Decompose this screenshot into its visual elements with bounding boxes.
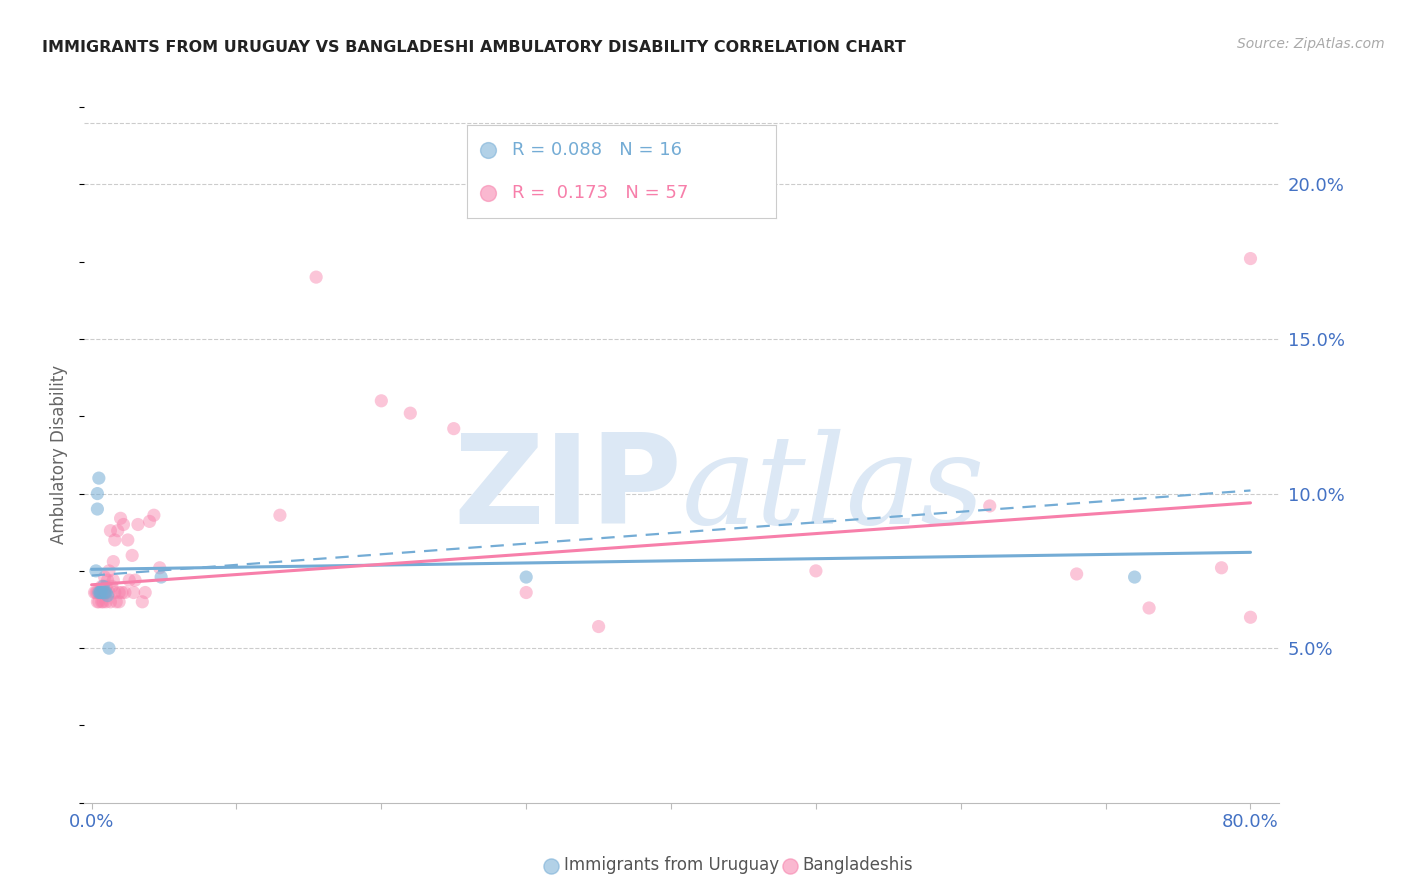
Point — [118, 573, 141, 587]
Point — [94, 579, 117, 593]
Point — [90, 595, 112, 609]
Point — [84, 585, 107, 599]
Point — [1211, 561, 1233, 575]
Point — [91, 579, 114, 593]
Point — [84, 564, 107, 578]
Text: R =  0.173   N = 57: R = 0.173 N = 57 — [512, 184, 688, 202]
Point — [124, 573, 146, 587]
Text: IMMIGRANTS FROM URUGUAY VS BANGLADESHI AMBULATORY DISABILITY CORRELATION CHART: IMMIGRANTS FROM URUGUAY VS BANGLADESHI A… — [42, 40, 905, 55]
Point — [111, 585, 134, 599]
Point — [149, 561, 172, 575]
Point — [443, 422, 465, 436]
Point — [104, 533, 127, 547]
Point — [1239, 252, 1261, 266]
Point — [515, 585, 537, 599]
Point — [86, 595, 108, 609]
Point — [104, 585, 127, 599]
Point — [83, 585, 105, 599]
Text: Source: ZipAtlas.com: Source: ZipAtlas.com — [1237, 37, 1385, 52]
Point — [1123, 570, 1146, 584]
Point — [86, 486, 108, 500]
Text: Immigrants from Uruguay: Immigrants from Uruguay — [564, 856, 779, 874]
Point — [131, 595, 153, 609]
Point — [1137, 601, 1160, 615]
Point — [90, 579, 112, 593]
Point — [91, 595, 114, 609]
Point — [103, 555, 125, 569]
Text: ZIP: ZIP — [453, 429, 682, 550]
Point — [134, 585, 156, 599]
Point — [150, 570, 173, 584]
Point — [100, 595, 122, 609]
Point — [138, 515, 160, 529]
Point — [93, 570, 115, 584]
Point — [96, 573, 118, 587]
Point — [108, 595, 131, 609]
Point — [108, 585, 131, 599]
Point — [110, 511, 132, 525]
Point — [305, 270, 328, 285]
Point — [114, 585, 136, 599]
Text: R = 0.088   N = 16: R = 0.088 N = 16 — [512, 141, 682, 159]
Point — [399, 406, 422, 420]
Point — [142, 508, 165, 523]
Point — [127, 517, 149, 532]
Point — [103, 573, 125, 587]
Point — [100, 524, 122, 538]
Point — [98, 641, 121, 656]
Point — [515, 570, 537, 584]
Point — [89, 585, 111, 599]
Point — [105, 595, 128, 609]
Point — [87, 595, 110, 609]
Point — [98, 585, 121, 599]
Point — [93, 585, 115, 599]
Point — [87, 471, 110, 485]
Point — [122, 585, 145, 599]
Point — [90, 585, 112, 599]
Point — [477, 186, 499, 200]
Text: Bangladeshis: Bangladeshis — [803, 856, 914, 874]
Point — [269, 508, 291, 523]
Point — [96, 589, 118, 603]
Point — [370, 393, 392, 408]
Point — [89, 585, 111, 599]
Y-axis label: Ambulatory Disability: Ambulatory Disability — [51, 366, 69, 544]
Point — [121, 549, 143, 563]
Point — [94, 585, 117, 599]
Point — [86, 502, 108, 516]
Point — [107, 524, 129, 538]
Point — [112, 517, 135, 532]
Point — [979, 499, 1001, 513]
Text: atlas: atlas — [682, 429, 986, 550]
Point — [93, 585, 115, 599]
Point — [1066, 566, 1088, 581]
Point — [86, 585, 108, 599]
Point — [477, 143, 499, 157]
Point — [588, 619, 610, 633]
Point — [101, 579, 124, 593]
Point — [89, 585, 111, 599]
Point — [87, 585, 110, 599]
Point — [117, 533, 139, 547]
Point — [94, 595, 117, 609]
Point — [98, 564, 121, 578]
Point — [91, 585, 114, 599]
Point — [1239, 610, 1261, 624]
Point — [804, 564, 827, 578]
